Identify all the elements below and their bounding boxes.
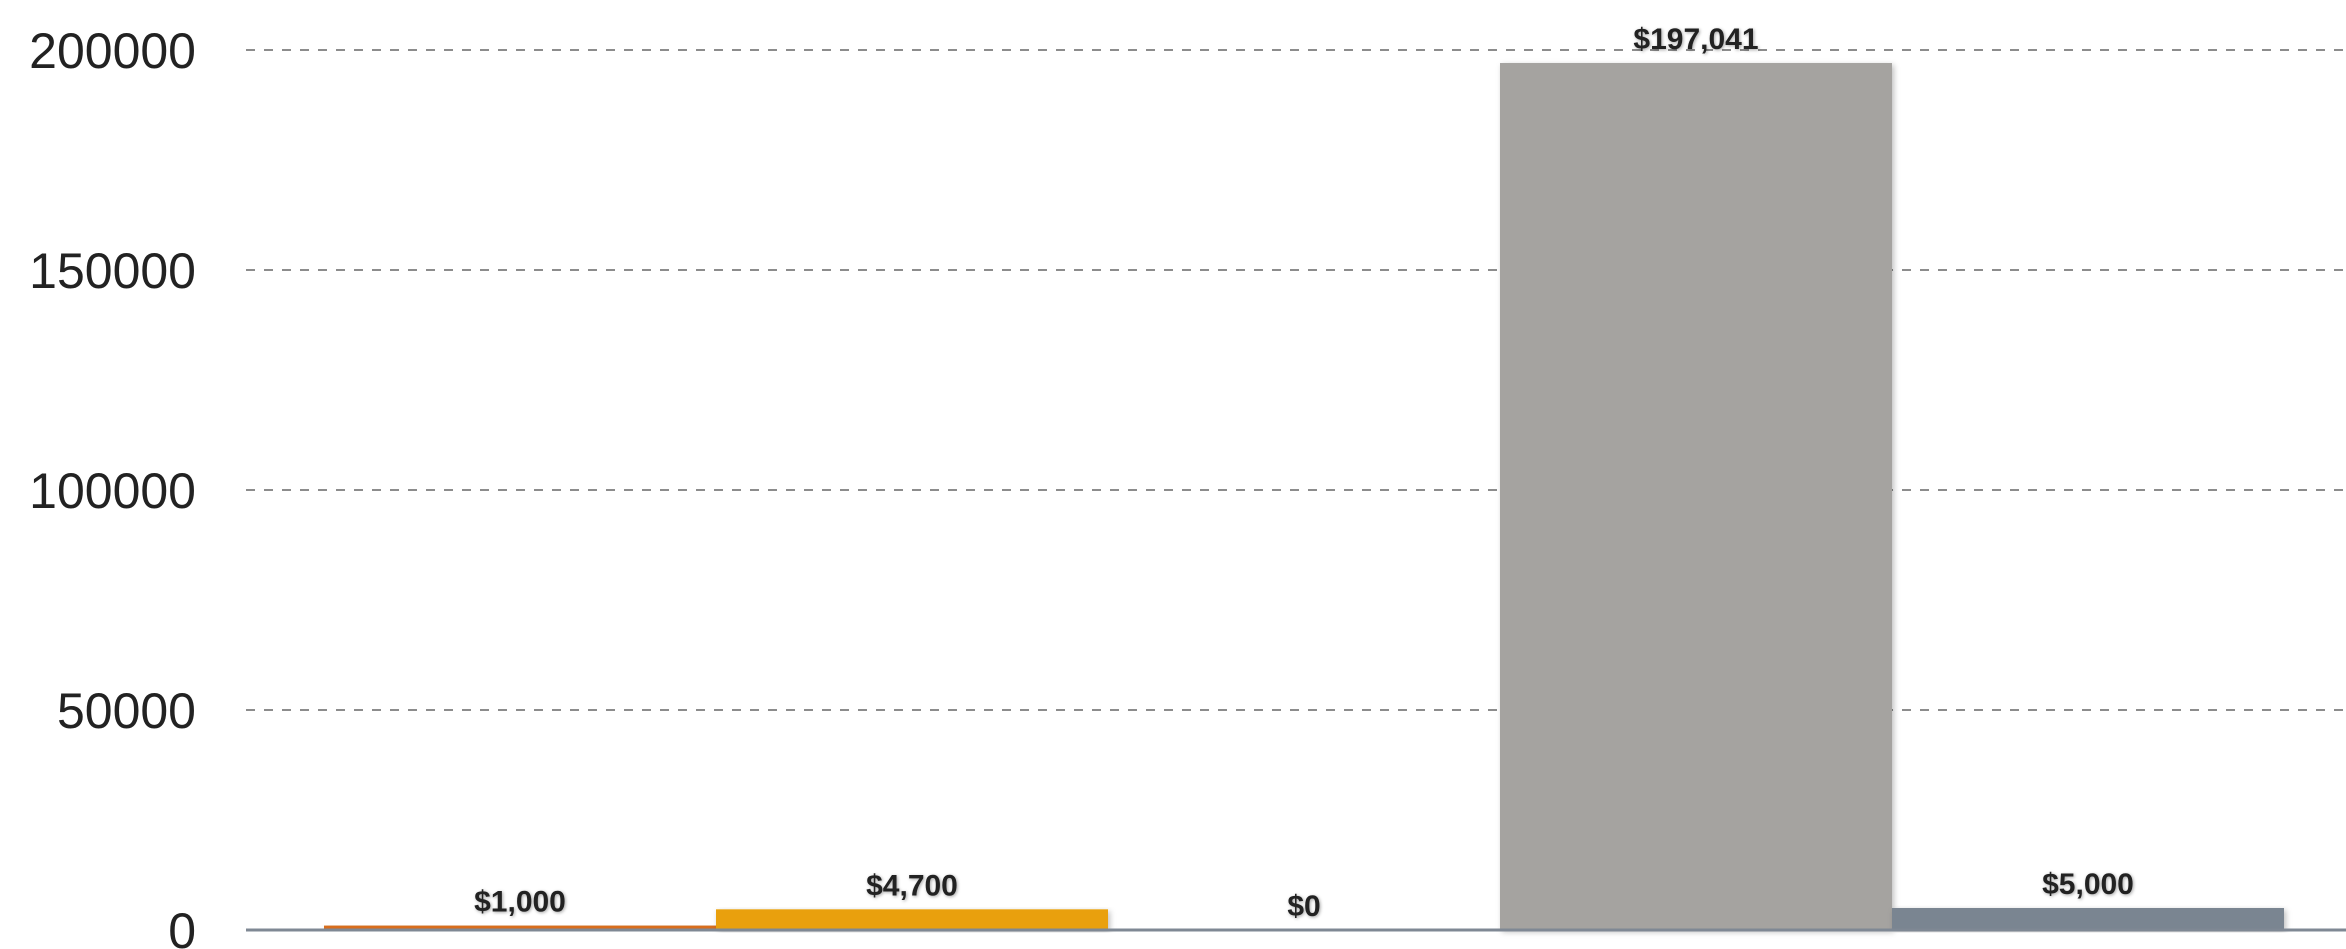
y-tick-label: 150000: [29, 243, 196, 299]
y-tick-label: 50000: [57, 683, 196, 739]
bar-value-label: $197,041: [1633, 23, 1758, 56]
bar-value-label: $1,000: [474, 886, 566, 919]
bars: [324, 63, 2284, 931]
y-axis: 0 50000 100000 150000 200000: [29, 23, 196, 949]
bar: [1892, 908, 2284, 930]
gridlines: [246, 49, 2346, 711]
y-tick-label: 100000: [29, 463, 196, 519]
data-labels: $1,000 $4,700 $0 $197,041 $5,000: [474, 23, 2134, 923]
bar: [716, 909, 1108, 930]
y-tick-label: 200000: [29, 23, 196, 79]
bar-value-label: $5,000: [2042, 868, 2134, 901]
bar: [324, 925, 716, 930]
y-tick-label: 0: [168, 903, 196, 949]
bar-value-label: $4,700: [866, 869, 958, 902]
bar-value-label: $0: [1287, 890, 1320, 923]
bar: [1500, 63, 1892, 931]
